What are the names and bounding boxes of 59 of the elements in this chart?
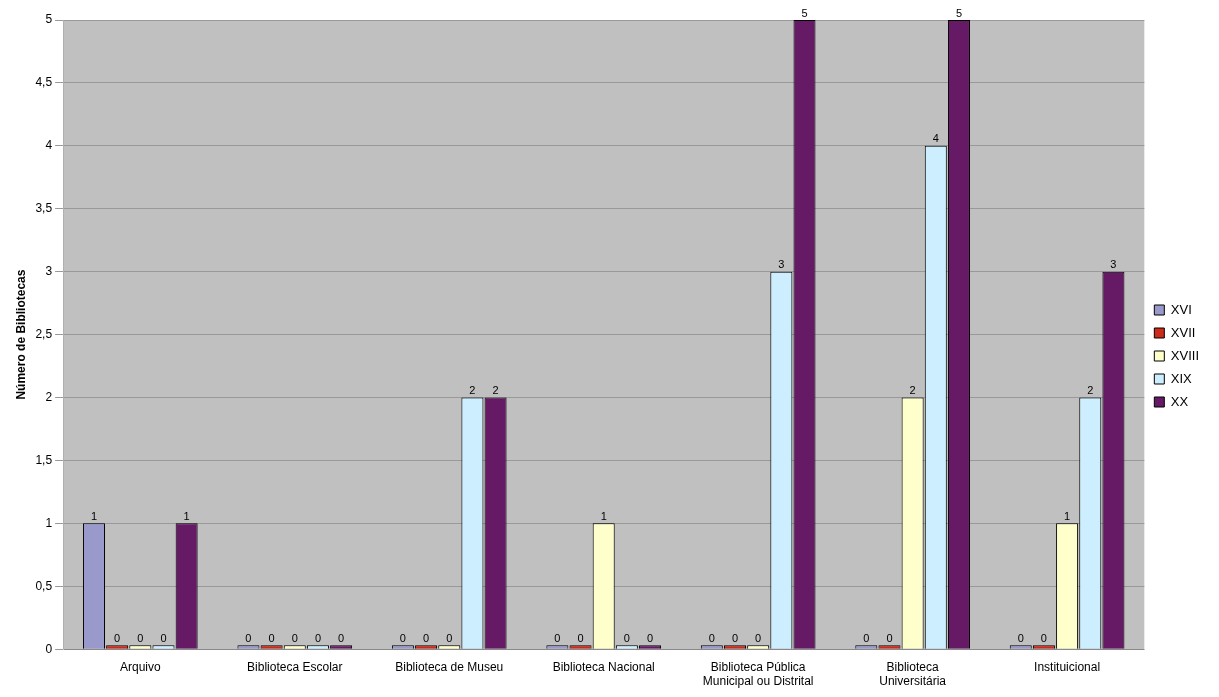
data-label: 0: [1017, 631, 1024, 644]
data-label: 0: [577, 631, 584, 644]
data-label: 2: [469, 384, 476, 397]
y-tick-label: 0,5: [35, 578, 53, 593]
x-tick-label: Biblioteca Escolar: [247, 659, 343, 674]
data-label: 0: [423, 631, 430, 644]
y-tick-label: 4,5: [35, 75, 53, 90]
data-label: 0: [268, 631, 275, 644]
y-tick-label: 1,5: [35, 452, 53, 467]
legend-label: XVI: [1170, 301, 1192, 317]
data-label: 0: [554, 631, 561, 644]
data-label: 0: [399, 631, 406, 644]
data-label: 0: [114, 631, 121, 644]
data-label: 4: [932, 132, 939, 145]
data-label: 0: [886, 631, 893, 644]
data-label: 0: [623, 631, 630, 644]
y-tick-label: 2,5: [35, 326, 53, 341]
data-label: 1: [600, 509, 607, 522]
x-tick-label: Biblioteca de Museu: [395, 659, 504, 674]
data-label: 3: [778, 258, 785, 271]
data-label: 0: [446, 631, 453, 644]
data-label: 5: [801, 6, 808, 19]
x-tick-label: Arquivo: [119, 659, 161, 674]
data-label: 1: [183, 509, 190, 522]
data-label: 0: [160, 631, 167, 644]
data-label: 0: [731, 631, 739, 644]
x-tick-label: Biblioteca Nacional: [552, 659, 655, 674]
data-label: 2: [492, 384, 499, 397]
data-label: 0: [755, 631, 762, 644]
legend-label: XVIII: [1170, 347, 1200, 363]
data-label: 3: [1110, 258, 1117, 271]
data-label: 0: [646, 631, 654, 644]
data-label: 0: [137, 631, 144, 644]
data-label: 5: [955, 6, 963, 19]
x-tick-label: Instituicional: [1034, 659, 1101, 674]
data-label: 0: [338, 631, 345, 644]
data-label: 0: [245, 631, 252, 644]
data-label: 0: [708, 631, 715, 644]
y-tick-label: 4: [45, 138, 53, 153]
data-label: 0: [1040, 631, 1047, 644]
data-label: 0: [863, 631, 870, 644]
legend-label: XVII: [1170, 324, 1196, 340]
y-tick-label: 2: [45, 389, 53, 404]
y-axis-title: Número de Bibliotecas: [13, 269, 28, 400]
x-tick-label: Biblioteca Universitária: [879, 659, 947, 689]
data-label: 0: [291, 631, 298, 644]
data-label: 2: [909, 384, 916, 397]
data-label: 2: [1087, 384, 1094, 397]
y-tick-label: 0: [45, 641, 53, 656]
y-tick-label: 3,5: [35, 201, 53, 216]
data-label: 1: [1064, 509, 1071, 522]
data-label: 0: [314, 631, 322, 644]
data-label: 1: [90, 509, 98, 522]
y-tick-label: 3: [45, 263, 53, 278]
legend-label: XIX: [1170, 370, 1193, 386]
x-tick-label: Biblioteca Pública Municipal ou Distrital: [702, 659, 814, 689]
y-tick-label: 1: [45, 515, 53, 530]
y-tick-label: 5: [45, 12, 53, 27]
legend-label: XX: [1170, 393, 1189, 409]
